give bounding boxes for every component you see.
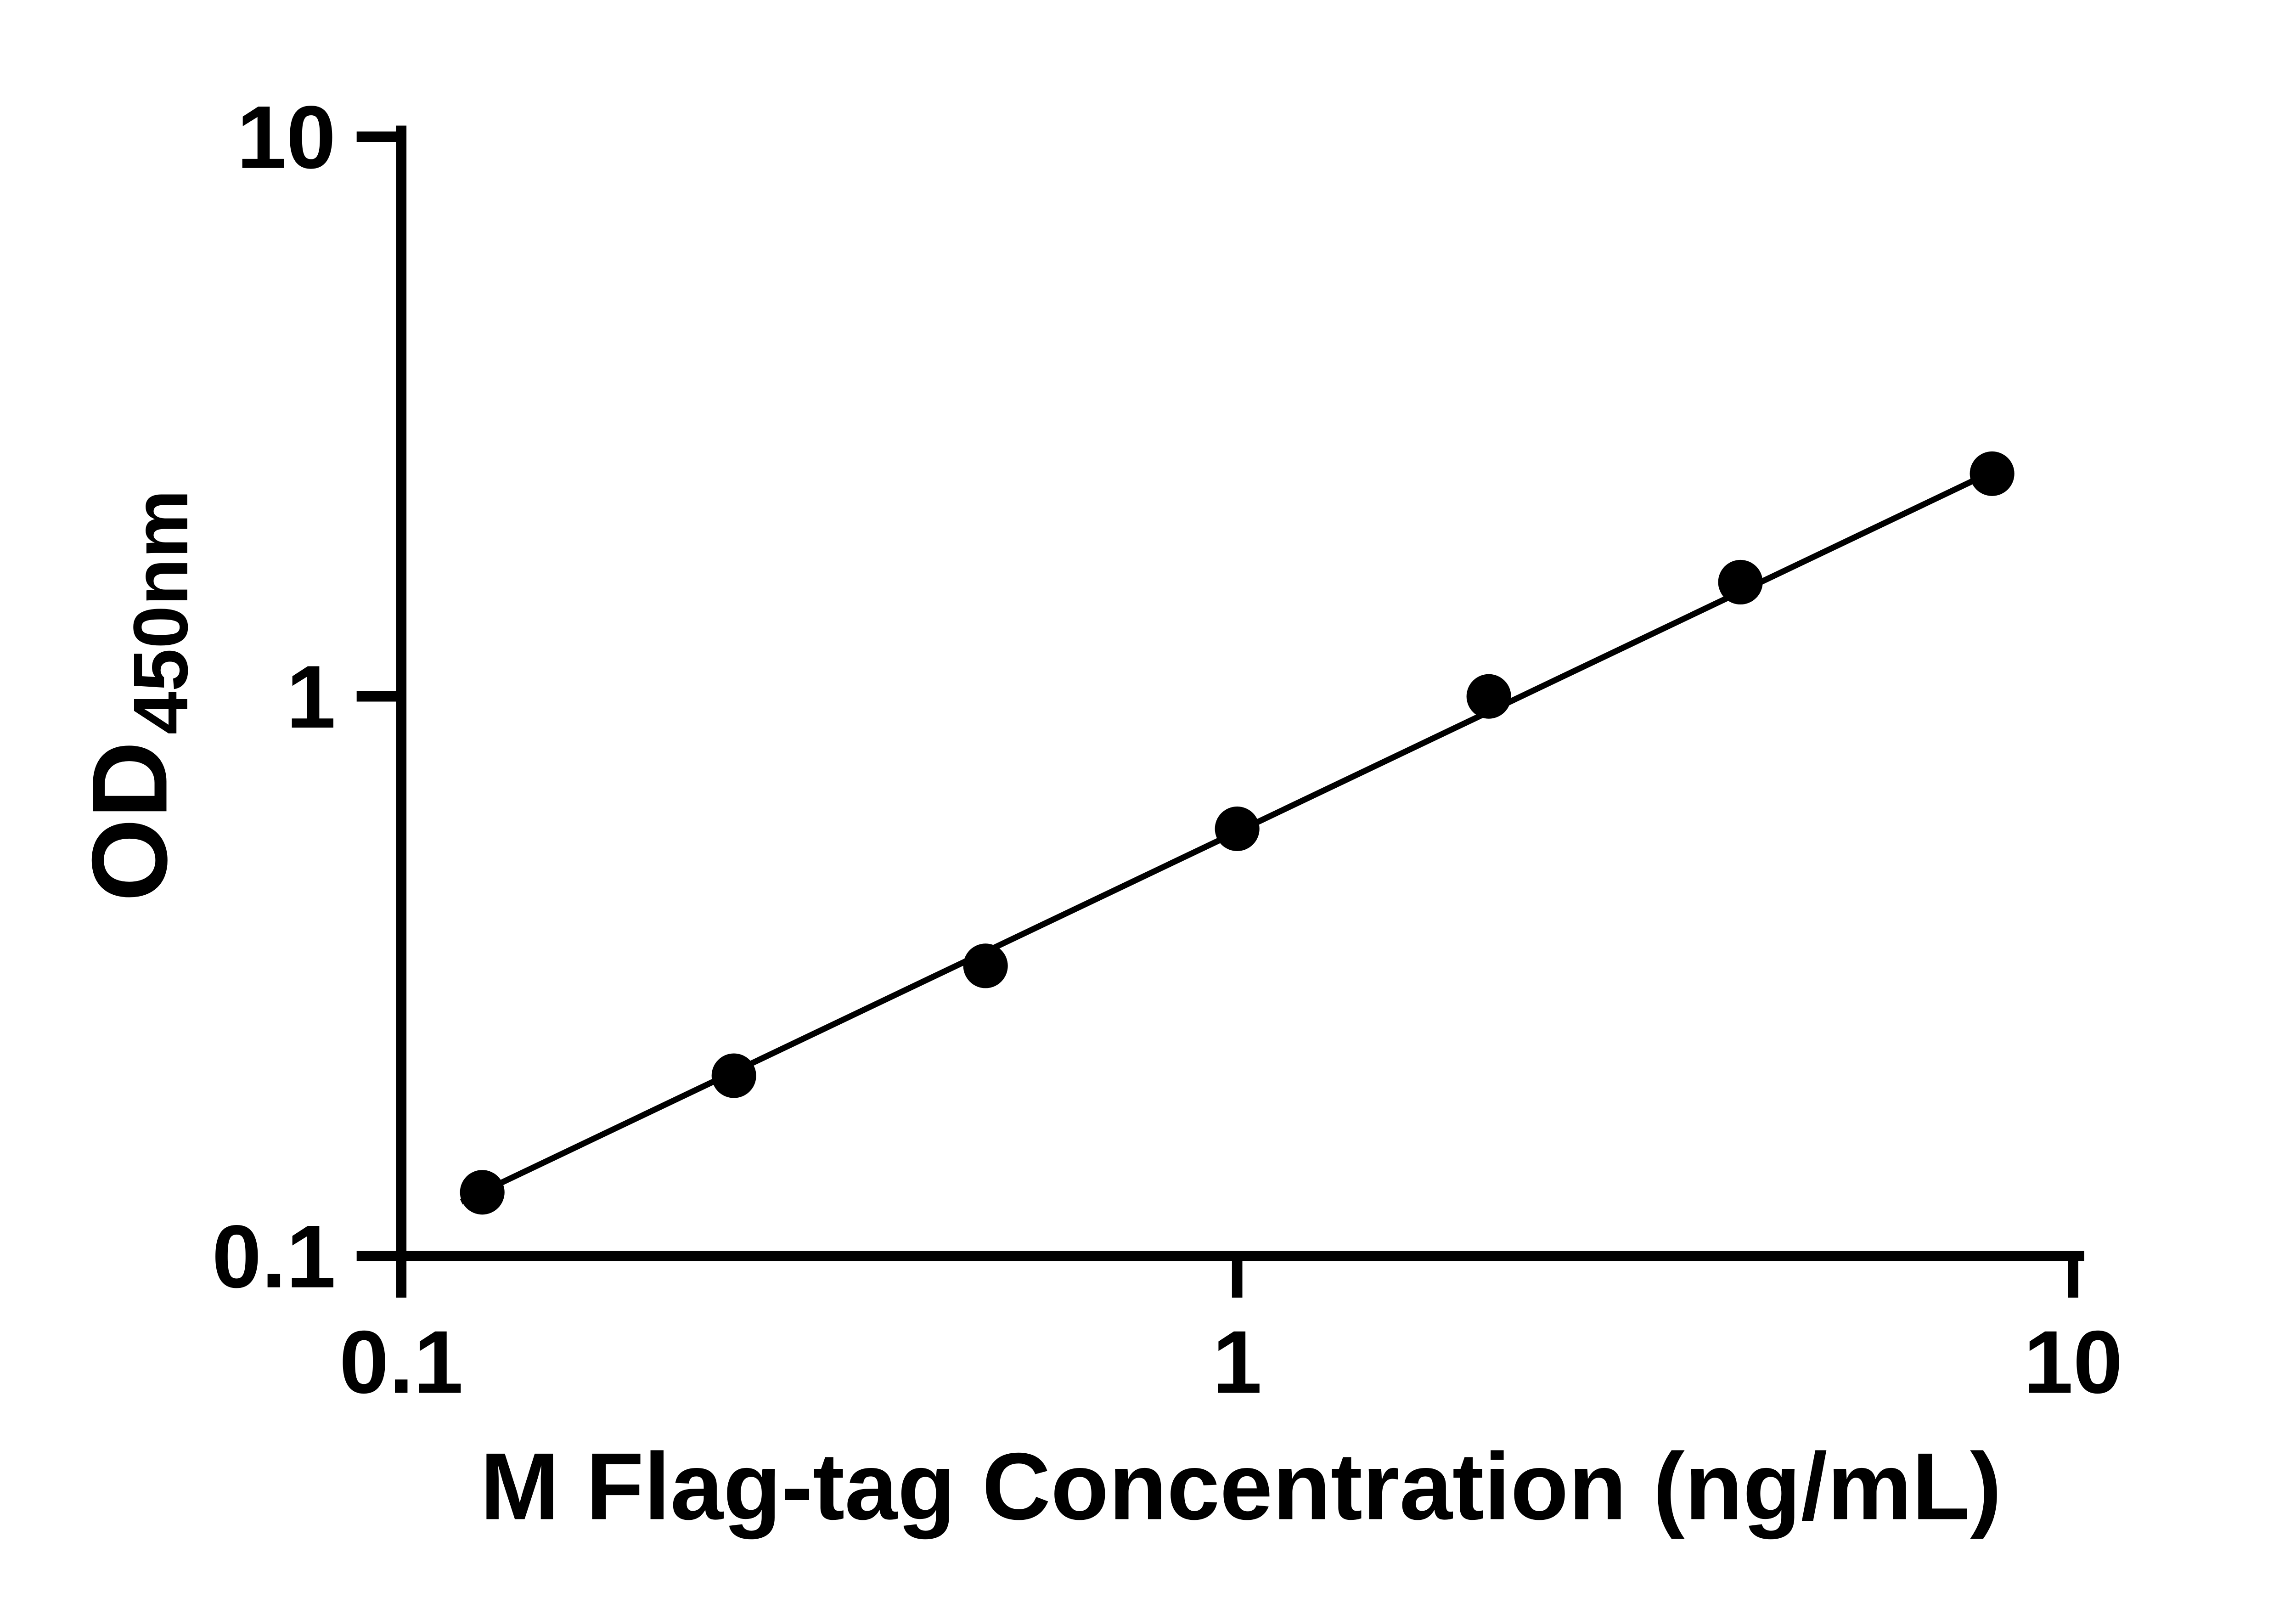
x-tick-label: 10	[2024, 1312, 2123, 1412]
data-point	[1215, 806, 1260, 851]
data-point	[1718, 559, 1763, 605]
y-tick-label: 1	[286, 647, 336, 747]
y-axis-title-main: OD	[70, 741, 189, 902]
data-point	[711, 1053, 756, 1098]
y-axis-title: OD 450nm	[70, 490, 203, 902]
y-tick-label: 0.1	[212, 1207, 336, 1307]
plot-area: 0.1 1 10 0.1 1 10	[212, 88, 2122, 1412]
data-point	[1466, 674, 1511, 719]
x-tick-label: 0.1	[339, 1312, 463, 1412]
x-axis-title: M Flag-tag Concentration (ng/mL)	[480, 1433, 2002, 1539]
data-point	[1970, 451, 2015, 496]
axis-lines	[396, 125, 2084, 1261]
y-axis-title-subscript: 450nm	[118, 490, 204, 734]
y-tick-label: 10	[236, 88, 336, 187]
data-point	[460, 1170, 505, 1215]
data-point	[963, 943, 1008, 988]
x-tick-label: 1	[1212, 1312, 1262, 1412]
